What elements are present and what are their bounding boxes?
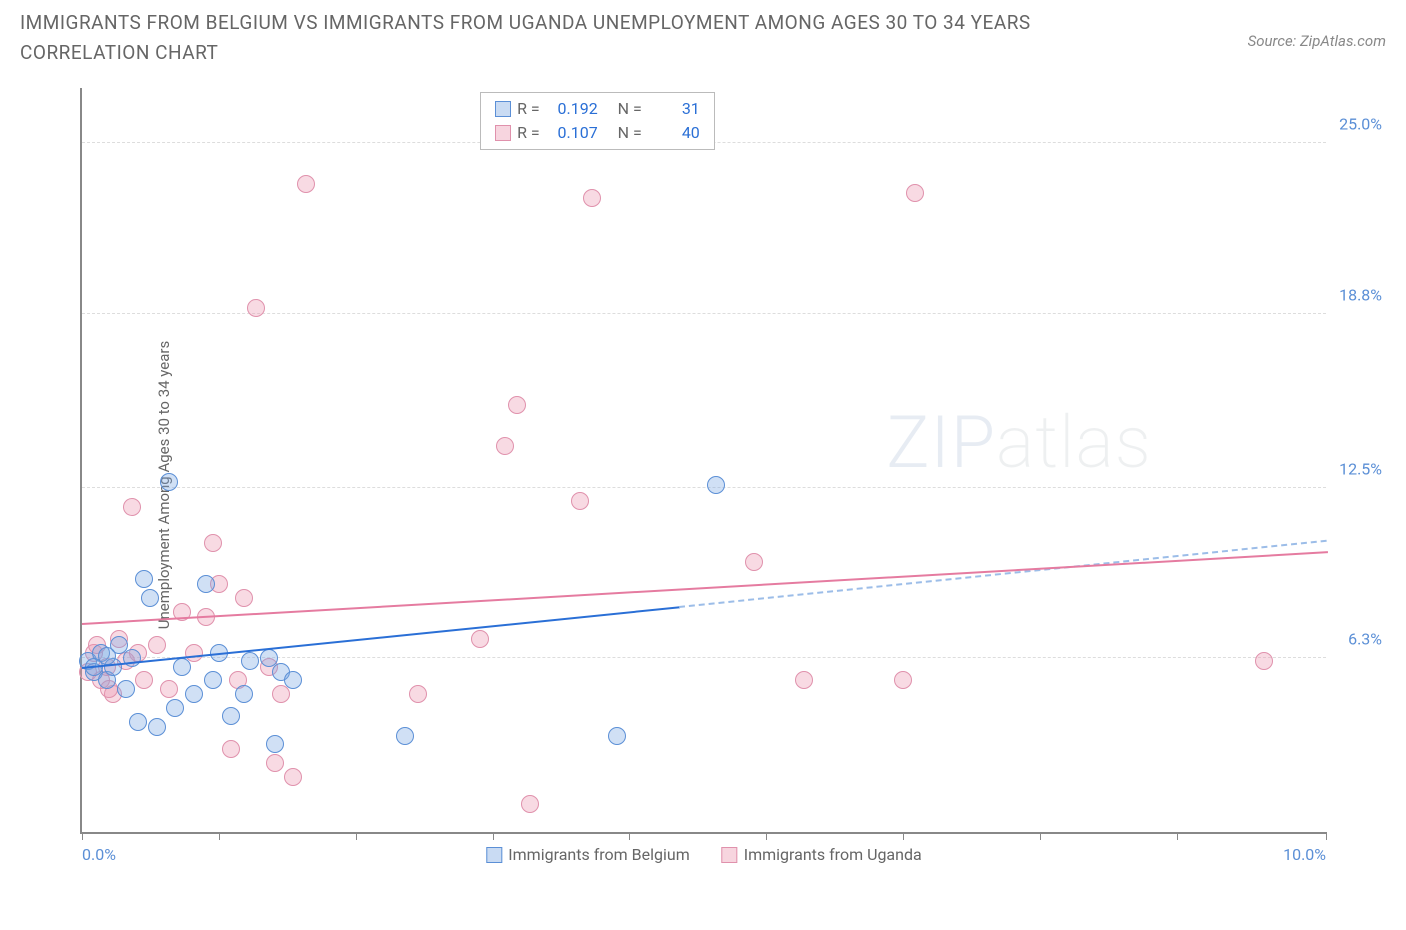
n-label: N = (618, 97, 642, 121)
grid-line (82, 313, 1326, 314)
belgium-point (135, 570, 153, 588)
x-tick (766, 832, 767, 840)
swatch (722, 847, 738, 863)
x-tick (219, 832, 220, 840)
legend-series-item: Immigrants from Belgium (486, 845, 689, 864)
uganda-point (204, 534, 222, 552)
belgium-point (707, 476, 725, 494)
belgium-point (608, 727, 626, 745)
uganda-point (471, 630, 489, 648)
swatch (495, 101, 511, 117)
y-tick-label: 6.3% (1348, 630, 1382, 649)
y-tick-label: 12.5% (1339, 459, 1382, 478)
x-tick (1177, 832, 1178, 840)
belgium-point (396, 727, 414, 745)
n-label: N = (618, 121, 642, 145)
legend-correlation-row: R = 0.107 N =40 (495, 121, 700, 145)
x-tick (1326, 832, 1327, 840)
belgium-trend-extrapolated (679, 540, 1327, 608)
belgium-point (284, 671, 302, 689)
uganda-point (521, 795, 539, 813)
uganda-trend (82, 551, 1328, 625)
uganda-point (409, 685, 427, 703)
uganda-point (135, 671, 153, 689)
belgium-point (241, 652, 259, 670)
uganda-point (148, 636, 166, 654)
belgium-point (204, 671, 222, 689)
uganda-point (1255, 652, 1273, 670)
chart-container: Unemployment Among Ages 30 to 34 years Z… (20, 80, 1386, 890)
uganda-point (571, 492, 589, 510)
uganda-point (160, 680, 178, 698)
uganda-point (496, 437, 514, 455)
r-label: R = (517, 97, 540, 121)
legend-label: Immigrants from Belgium (508, 845, 689, 864)
r-value: 0.107 (546, 121, 598, 145)
x-tick (82, 832, 83, 840)
uganda-point (247, 299, 265, 317)
x-axis-max-label: 10.0% (1283, 845, 1326, 864)
belgium-point (197, 575, 215, 593)
uganda-point (508, 396, 526, 414)
belgium-point (148, 718, 166, 736)
swatch (486, 847, 502, 863)
belgium-point (98, 647, 116, 665)
belgium-point (141, 589, 159, 607)
legend-correlation-row: R = 0.192 N =31 (495, 97, 700, 121)
n-value: 40 (648, 121, 700, 145)
x-tick (1040, 832, 1041, 840)
belgium-point (123, 649, 141, 667)
chart-title: IMMIGRANTS FROM BELGIUM VS IMMIGRANTS FR… (20, 8, 1120, 69)
legend-series-item: Immigrants from Uganda (722, 845, 922, 864)
belgium-trend (82, 606, 680, 669)
x-tick (903, 832, 904, 840)
r-value: 0.192 (546, 97, 598, 121)
belgium-point (173, 658, 191, 676)
belgium-point (266, 735, 284, 753)
y-tick-label: 18.8% (1339, 285, 1382, 304)
r-label: R = (517, 121, 540, 145)
uganda-point (272, 685, 290, 703)
uganda-point (795, 671, 813, 689)
watermark: ZIPatlas (886, 400, 1151, 485)
uganda-point (123, 498, 141, 516)
x-tick (356, 832, 357, 840)
x-tick (493, 832, 494, 840)
belgium-point (117, 680, 135, 698)
uganda-point (906, 184, 924, 202)
belgium-point (166, 699, 184, 717)
n-value: 31 (648, 97, 700, 121)
uganda-point (297, 175, 315, 193)
legend-series: Immigrants from Belgium Immigrants from U… (486, 845, 921, 864)
plot-area: ZIPatlas R = 0.192 N =31R = 0.107 N =40 0.… (80, 88, 1326, 834)
legend-correlation: R = 0.192 N =31 R = 0.107 N =40 (480, 92, 715, 150)
grid-line (82, 487, 1326, 488)
uganda-point (235, 589, 253, 607)
x-tick (629, 832, 630, 840)
uganda-point (745, 553, 763, 571)
uganda-point (583, 189, 601, 207)
uganda-point (266, 754, 284, 772)
belgium-point (235, 685, 253, 703)
uganda-point (894, 671, 912, 689)
swatch (495, 125, 511, 141)
source-attribution: Source: ZipAtlas.com (1248, 32, 1386, 50)
y-tick-label: 25.0% (1339, 115, 1382, 134)
belgium-point (222, 707, 240, 725)
legend-label: Immigrants from Uganda (744, 845, 922, 864)
uganda-point (222, 740, 240, 758)
belgium-point (129, 713, 147, 731)
belgium-point (160, 473, 178, 491)
x-axis-min-label: 0.0% (82, 845, 116, 864)
uganda-point (284, 768, 302, 786)
belgium-point (185, 685, 203, 703)
